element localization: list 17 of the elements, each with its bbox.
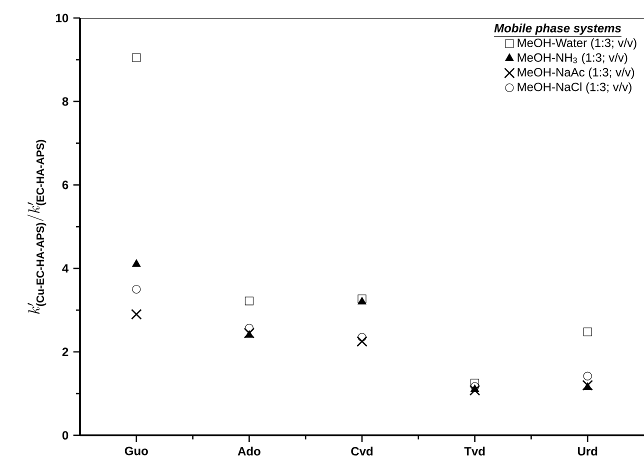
y-tick-label: 0	[62, 431, 68, 440]
y-axis-title: $k'_{\text{(Cu-EC-HA-APS)}} / k'_{\text{(EC-HA-APS)}}$	[27, 140, 46, 314]
y-tick-label: 8	[62, 97, 68, 106]
legend-label: MeOH-Water (1:3; v/v)	[518, 38, 636, 50]
y-tick-label: 10	[56, 14, 68, 22]
x-tick-label: Urd	[578, 446, 598, 456]
y-tick-label: 2	[62, 348, 68, 356]
x-tick-label: Tvd	[464, 446, 485, 456]
legend-label: MeOH-NaCl (1:3; v/v)	[518, 82, 632, 94]
legend-title: Mobile phase systems	[494, 24, 622, 35]
x-tick-label: Ado	[238, 446, 260, 456]
y-tick-label: 6	[62, 180, 68, 190]
x-tick-label: Guo	[124, 446, 148, 456]
legend-label: MeOH-NH$_{3}$ (1:3; v/v)	[518, 52, 628, 64]
x-tick-label: Cvd	[351, 446, 373, 456]
y-tick-label: 4	[62, 264, 69, 273]
legend-label: MeOH-NaAc (1:3; v/v)	[518, 68, 634, 79]
